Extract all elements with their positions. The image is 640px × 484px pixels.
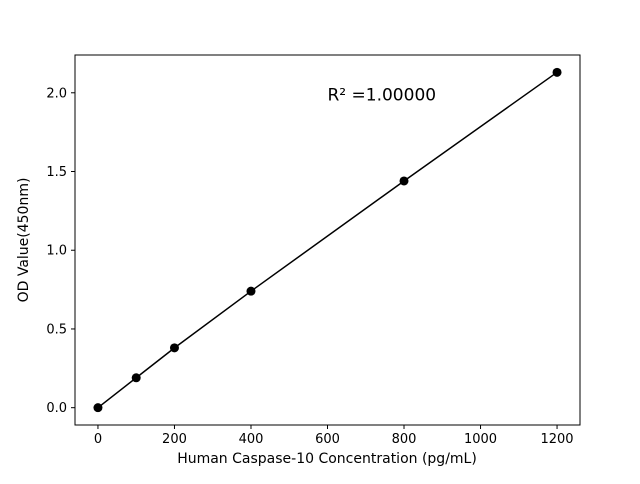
- plot-area: 0 200 400 600 800 1000 1200 0.0 0.5 1.0 1.5 2.0: [46, 54, 581, 447]
- data-point: [399, 176, 409, 186]
- data-point: [552, 67, 562, 77]
- x-axis-label: Human Caspase-10 Concentration (pg/mL): [177, 451, 477, 467]
- y-axis-label: OD Value(450nm): [16, 178, 32, 303]
- y-tick-label: 0.0: [46, 401, 67, 416]
- y-tick-label: 1.5: [46, 165, 67, 180]
- y-tick-label: 2.0: [46, 86, 67, 101]
- x-tick-label: 200: [162, 432, 187, 447]
- x-tick-label: 600: [315, 432, 340, 447]
- data-point: [131, 373, 141, 383]
- y-tick-label: 1.0: [46, 244, 67, 259]
- x-tick-label: 800: [392, 432, 417, 447]
- data-point: [246, 286, 256, 296]
- x-tick-label: 0: [94, 432, 102, 447]
- r-squared-annotation: R² =1.00000: [328, 86, 437, 106]
- data-point: [93, 403, 103, 413]
- x-tick-label: 1000: [464, 432, 497, 447]
- data-point: [169, 343, 179, 353]
- y-tick-label: 0.5: [46, 322, 67, 337]
- x-tick-label: 1200: [540, 432, 573, 447]
- x-tick-label: 400: [239, 432, 264, 447]
- data-line: [97, 71, 558, 409]
